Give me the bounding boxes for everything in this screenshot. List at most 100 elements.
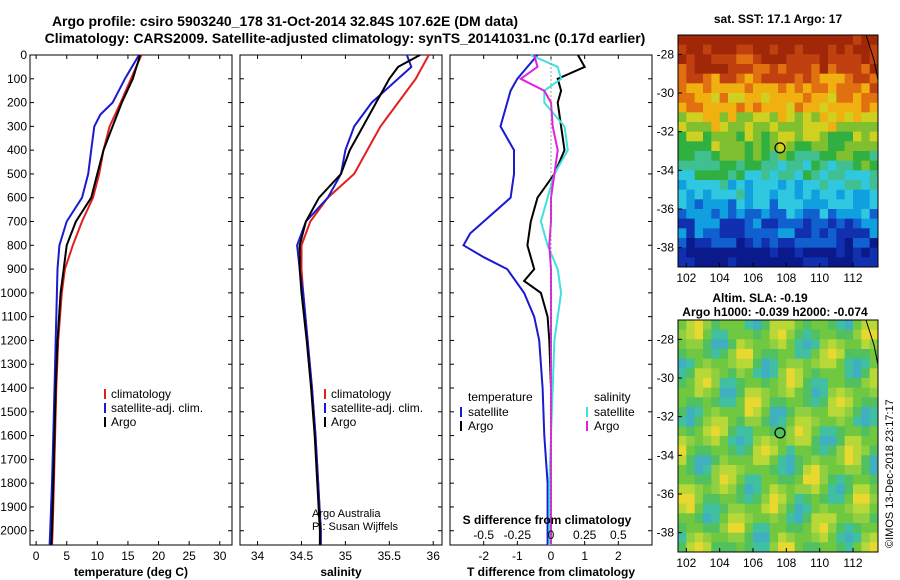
map-cell — [786, 339, 796, 350]
map-cell — [744, 73, 754, 84]
map-cell — [786, 122, 796, 133]
map-cell — [861, 523, 871, 534]
map-cell — [761, 44, 771, 55]
map-cell — [786, 494, 796, 505]
map-cell — [853, 465, 862, 476]
map-cell — [728, 426, 737, 437]
map-cell — [869, 73, 879, 84]
map-cell — [728, 339, 737, 350]
map-cell — [869, 83, 879, 94]
map-cell — [703, 397, 712, 408]
map-cell — [711, 238, 721, 249]
map-cell — [861, 484, 871, 495]
map-cell — [753, 257, 762, 268]
map-cell — [736, 170, 746, 181]
map-cell — [794, 320, 804, 331]
map-cell — [844, 407, 854, 418]
map-cell — [694, 199, 704, 210]
map-cell — [694, 542, 704, 553]
depth-tick-label: 600 — [7, 191, 27, 205]
map-cell — [753, 358, 762, 369]
map-cell — [836, 35, 846, 46]
map-cell — [861, 513, 871, 524]
map-cell — [678, 131, 687, 142]
map-cell — [753, 131, 762, 142]
map-cell — [686, 532, 696, 543]
map-cell — [778, 368, 787, 379]
map-cell — [811, 329, 821, 340]
map-cell — [753, 368, 762, 379]
map-cell — [853, 436, 862, 447]
sla-map-xtick-label: 110 — [810, 556, 829, 570]
map-cell — [761, 368, 771, 379]
figure-title-line1: Argo profile: csiro 5903240_178 31-Oct-2… — [52, 13, 518, 29]
map-cell — [803, 64, 812, 75]
map-cell — [686, 397, 696, 408]
map-cell — [728, 83, 737, 94]
map-cell — [853, 93, 862, 104]
map-cell — [736, 349, 746, 360]
map-cell — [736, 494, 746, 505]
map-cell — [736, 199, 746, 210]
map-cell — [686, 64, 696, 75]
map-cell — [769, 54, 779, 65]
map-cell — [678, 484, 687, 495]
map-cell — [753, 102, 762, 113]
map-cell — [761, 378, 771, 389]
map-cell — [744, 199, 754, 210]
map-cell — [769, 228, 779, 239]
map-cell — [678, 209, 687, 220]
map-cell — [861, 494, 871, 505]
depth-tick-label: 1400 — [0, 381, 27, 395]
map-cell — [703, 73, 712, 84]
sst-map-xtick-label: 110 — [810, 271, 829, 285]
map-cell — [844, 180, 854, 191]
map-cell — [803, 358, 812, 369]
map-cell — [703, 151, 712, 162]
map-cell — [703, 180, 712, 191]
map-cell — [761, 503, 771, 514]
map-cell — [753, 64, 762, 75]
map-cell — [728, 151, 737, 162]
map-cell — [869, 397, 879, 408]
map-cell — [728, 189, 737, 200]
map-cell — [811, 494, 821, 505]
sst-map-ytick-label: -28 — [657, 47, 675, 61]
map-cell — [736, 339, 746, 350]
map-cell — [744, 247, 754, 258]
map-cell — [844, 484, 854, 495]
sla-map-xtick-label: 108 — [776, 556, 796, 570]
map-cell — [778, 407, 787, 418]
series-satellite-adj.-clim. — [296, 54, 413, 545]
map-cell — [819, 131, 829, 142]
depth-tick-label: 1300 — [0, 357, 27, 371]
map-cell — [853, 83, 862, 94]
map-cell — [761, 131, 771, 142]
map-cell — [728, 209, 737, 220]
map-cell — [811, 378, 821, 389]
map-cell — [803, 455, 812, 466]
map-cell — [678, 378, 687, 389]
series-climatology — [300, 54, 430, 545]
map-cell — [769, 112, 779, 123]
map-cell — [819, 64, 829, 75]
map-cell — [844, 455, 854, 466]
temperature-xtick-label: 30 — [213, 549, 227, 563]
salinity-xtick-label: 36 — [427, 549, 441, 563]
map-cell — [853, 542, 862, 553]
map-cell — [719, 503, 729, 514]
map-cell — [736, 320, 746, 331]
map-cell — [703, 523, 712, 534]
map-cell — [861, 218, 871, 229]
map-cell — [778, 131, 787, 142]
map-cell — [736, 484, 746, 495]
map-cell — [711, 151, 721, 162]
map-cell — [828, 513, 837, 524]
map-cell — [811, 247, 821, 258]
map-cell — [861, 542, 871, 553]
map-cell — [769, 513, 779, 524]
map-cell — [694, 228, 704, 239]
map-cell — [869, 436, 879, 447]
map-cell — [778, 247, 787, 258]
map-cell — [753, 378, 762, 389]
